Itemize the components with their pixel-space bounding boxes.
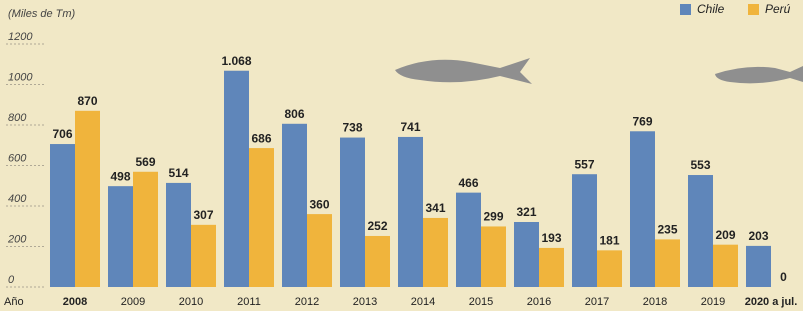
value-label: 870 [77,94,97,108]
y-tick-label: 800 [8,112,27,124]
y-tick-label: 1000 [8,71,33,83]
x-axis-label: Año [4,296,24,308]
legend-label: Perú [765,2,791,16]
legend-label: Chile [697,2,725,16]
x-tick-label: 2019 [701,296,725,308]
x-tick-label: 2008 [63,296,87,308]
y-tick-label: 400 [8,193,27,205]
value-label: 235 [657,223,677,237]
x-tick-label: 2013 [353,296,377,308]
bar [166,183,191,287]
value-label: 466 [458,176,478,190]
bar [365,236,390,287]
bar [655,239,680,287]
bar [539,248,564,287]
chart: (Miles de Tm) Año 0 200 400 600 800 1000 1200 2… [0,0,803,311]
value-label: 181 [599,234,619,248]
bar [50,144,75,287]
bar [133,172,158,287]
y-tick-label: 0 [8,274,15,286]
value-label: 553 [690,158,710,172]
x-tick-label: 2020 a jul. [745,296,798,308]
value-label: 706 [52,127,72,141]
value-label: 738 [342,121,362,135]
bar [282,124,307,287]
bar [249,148,274,287]
bar [572,174,597,287]
value-label: 203 [748,229,768,243]
bar [713,245,738,287]
value-label: 557 [574,157,594,171]
value-label: 569 [135,155,155,169]
value-label: 193 [541,231,561,245]
value-label: 341 [425,201,445,215]
bar [456,193,481,287]
value-label: 299 [483,210,503,224]
legend-swatch [748,4,759,15]
x-tick-label: 2012 [295,296,319,308]
y-tick-label: 600 [8,152,27,164]
value-label: 321 [516,205,536,219]
bar [191,225,216,287]
bar [340,138,365,287]
bar [398,137,423,287]
value-label: 307 [193,208,213,222]
bar [307,214,332,287]
value-label: 498 [110,169,130,183]
x-tick-label: 2017 [585,296,609,308]
x-tick-label: 2018 [643,296,667,308]
bar [423,218,448,287]
y-tick-label: 200 [7,233,27,245]
x-tick-label: 2015 [469,296,493,308]
bar [688,175,713,287]
x-tick-label: 2010 [179,296,203,308]
legend-swatch [680,4,691,15]
bar [514,222,539,287]
value-label: 686 [251,131,271,145]
value-label: 741 [400,120,420,134]
value-label: 209 [715,228,735,242]
bar [746,246,771,287]
x-tick-label: 2014 [411,296,435,308]
x-tick-label: 2016 [527,296,551,308]
x-tick-label: 2009 [121,296,145,308]
value-label: 360 [309,197,329,211]
bar [75,111,100,287]
bar [224,71,249,287]
value-label: 806 [284,107,304,121]
value-label: 769 [632,114,652,128]
bar [597,250,622,287]
unit-label: (Miles de Tm) [8,8,76,20]
value-label: 514 [168,166,188,180]
bar [481,226,506,287]
y-tick-label: 1200 [8,31,33,43]
bar [630,131,655,287]
value-label: 1.068 [221,54,251,68]
x-tick-label: 2011 [237,296,261,308]
value-label: 252 [367,219,387,233]
bar [108,186,133,287]
value-label: 0 [780,270,787,284]
